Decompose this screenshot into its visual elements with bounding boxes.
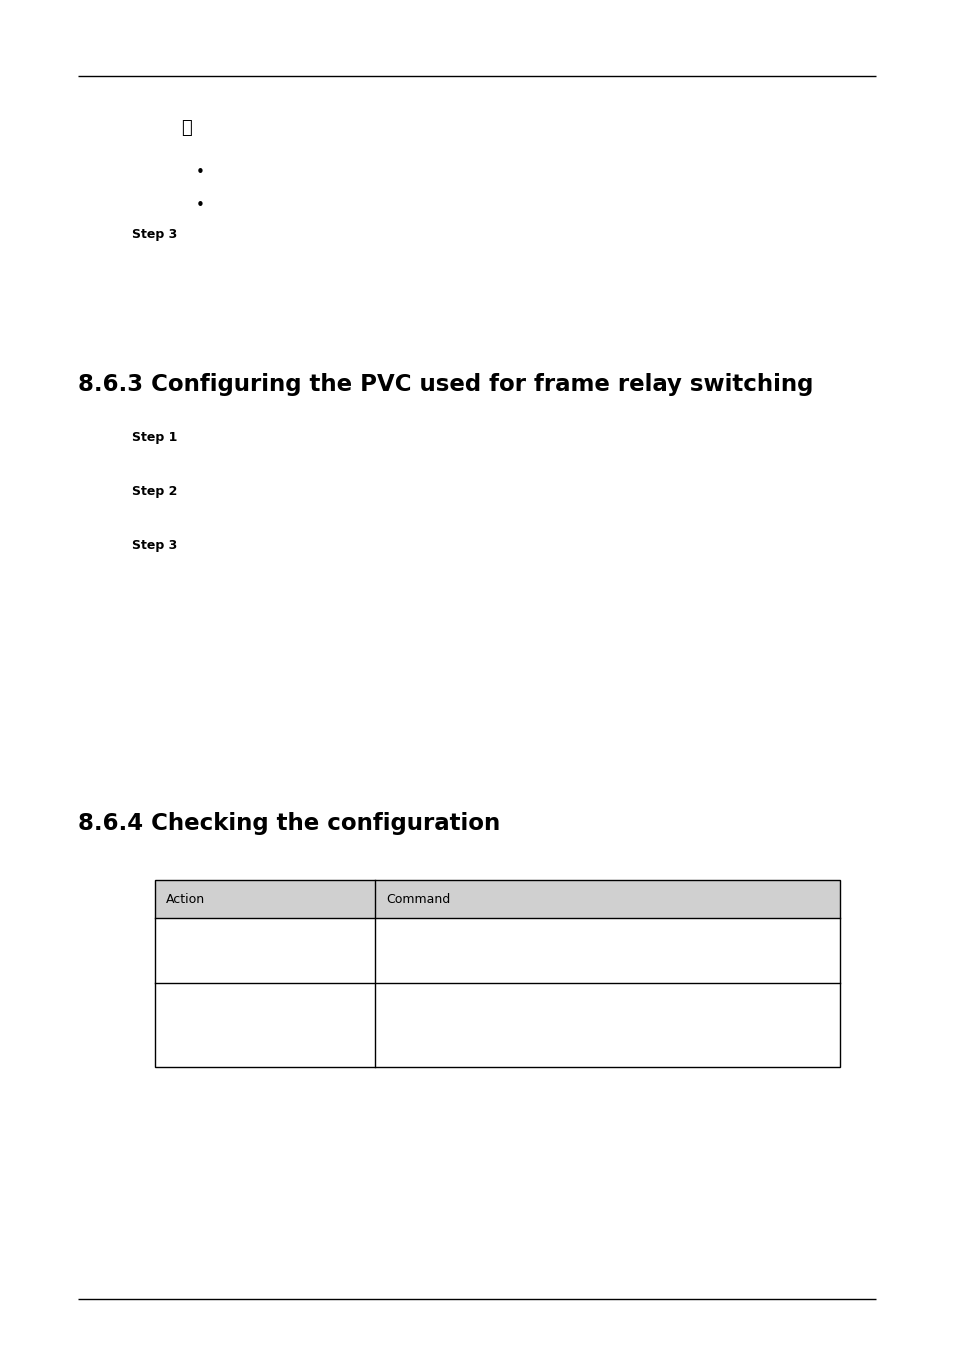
Text: Action: Action [166,892,205,906]
Text: 8.6.3 Configuring the PVC used for frame relay switching: 8.6.3 Configuring the PVC used for frame… [78,373,813,397]
Text: Step 1: Step 1 [132,431,177,444]
Text: 📖: 📖 [180,119,192,138]
Text: Step 2: Step 2 [132,485,177,498]
Text: Step 3: Step 3 [132,539,176,552]
Text: Step 3: Step 3 [132,228,176,242]
Bar [154,880,839,1066]
Text: 8.6.4 Checking the configuration: 8.6.4 Checking the configuration [78,811,500,836]
Text: Command: Command [386,892,450,906]
Text: •: • [195,165,205,181]
Text: •: • [195,197,205,213]
Bar [154,880,839,918]
